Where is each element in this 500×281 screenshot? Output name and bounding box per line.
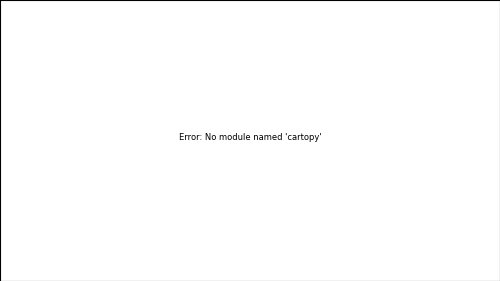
- Text: Error: No module named 'cartopy': Error: No module named 'cartopy': [178, 133, 322, 142]
